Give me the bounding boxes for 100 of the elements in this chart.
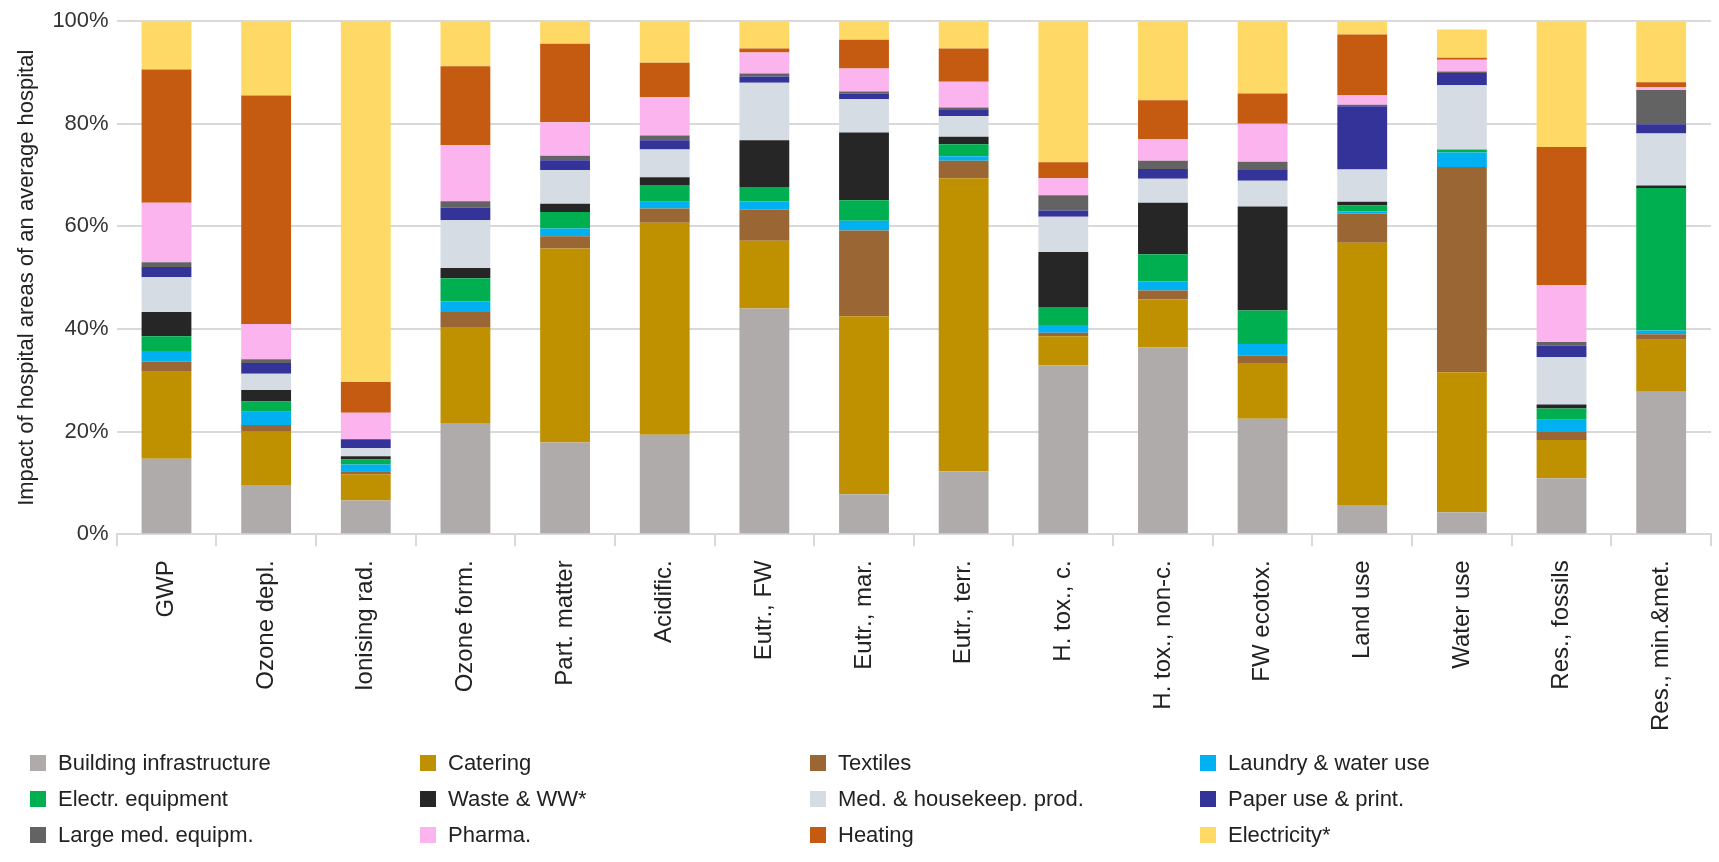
bar [540,21,590,44]
bar [1138,290,1188,300]
bar [1536,284,1587,342]
bar [938,136,989,145]
y-axis-title: Impact of hospital areas of an average hospital [13,49,39,506]
bar [1636,133,1687,186]
y-tick-label: 40% [64,315,109,341]
bar [241,411,292,425]
bar [938,160,989,179]
bar [540,236,590,249]
bar [340,456,391,460]
bar [739,73,790,77]
bar [1038,195,1089,211]
x-tick-label: Res., min.&met. [1645,560,1673,732]
x-tick-label: Acidific. [649,560,677,643]
legend-label: Large med. equipm. [58,822,254,848]
bar [540,160,590,170]
bar [340,464,391,472]
bar [1436,29,1487,58]
legend-label: Waste & WW* [448,786,587,812]
bar [1636,86,1687,90]
legend-label: Electr. equipment [58,786,228,812]
bar [1337,211,1388,214]
bar [1038,252,1089,307]
bar [639,177,690,185]
x-tick-label: Eutr., mar. [848,560,876,670]
bar [1038,336,1089,366]
bar [1536,345,1587,358]
bar [141,312,192,337]
y-tick-label: 80% [64,109,109,135]
bar [340,412,391,440]
bar [1636,124,1687,134]
bar [241,95,292,324]
bar [1237,355,1288,363]
bar [1536,146,1587,285]
bar [1337,21,1388,35]
legend-label: Laundry & water use [1228,750,1430,776]
bar [241,323,292,360]
bar [540,212,590,229]
bar [540,43,590,123]
bar [1038,162,1089,179]
bar [241,21,292,96]
bar [440,301,491,313]
bar [1536,439,1587,479]
bar [639,184,690,202]
bar [1536,357,1587,405]
bar [540,228,590,237]
bar [1038,210,1089,217]
x-tick-label: Res., fossils [1546,560,1574,690]
bar [639,149,690,178]
y-tick-label: 100% [52,7,109,33]
bar [1636,185,1687,188]
bar [938,107,989,110]
bar [839,132,889,201]
bar [1138,254,1188,282]
bar [1337,95,1388,105]
bar [938,21,989,49]
bar [1636,391,1687,534]
bar [839,494,889,534]
bar [141,361,192,372]
bar [1337,505,1388,534]
bar [340,381,391,413]
bar [639,434,690,534]
y-tick-label: 60% [64,212,109,238]
bar [739,209,790,241]
bar [739,140,790,187]
x-tick-label: Ionising rad. [350,560,378,692]
bar [1237,206,1288,311]
bar [1038,21,1089,163]
bar [141,371,192,459]
bar [440,422,491,534]
bar [739,308,790,534]
bar [639,140,690,150]
bar [340,500,391,534]
bar [141,277,192,313]
bar [739,48,790,53]
bar [938,144,989,157]
bar [1337,34,1388,96]
bar [540,442,590,534]
bar [1138,281,1188,291]
bar [440,268,491,279]
bar [639,222,690,435]
bar [938,471,989,534]
bar [1436,57,1487,60]
y-tick-label: 20% [64,417,109,443]
bar [1237,161,1288,170]
x-tick-label: Ozone depl. [250,560,278,690]
bar [141,351,192,362]
x-tick-label: Eutr., terr. [948,560,976,665]
legend-label: Textiles [838,750,912,776]
bar [340,21,391,382]
bar [839,21,889,40]
bar [440,145,491,202]
bar [241,359,292,363]
bar [1436,59,1487,72]
bar [1138,160,1188,169]
bar [1636,82,1687,87]
bar [1038,306,1089,325]
legend-label: Paper use & print. [1228,786,1405,812]
bar [1237,343,1288,356]
